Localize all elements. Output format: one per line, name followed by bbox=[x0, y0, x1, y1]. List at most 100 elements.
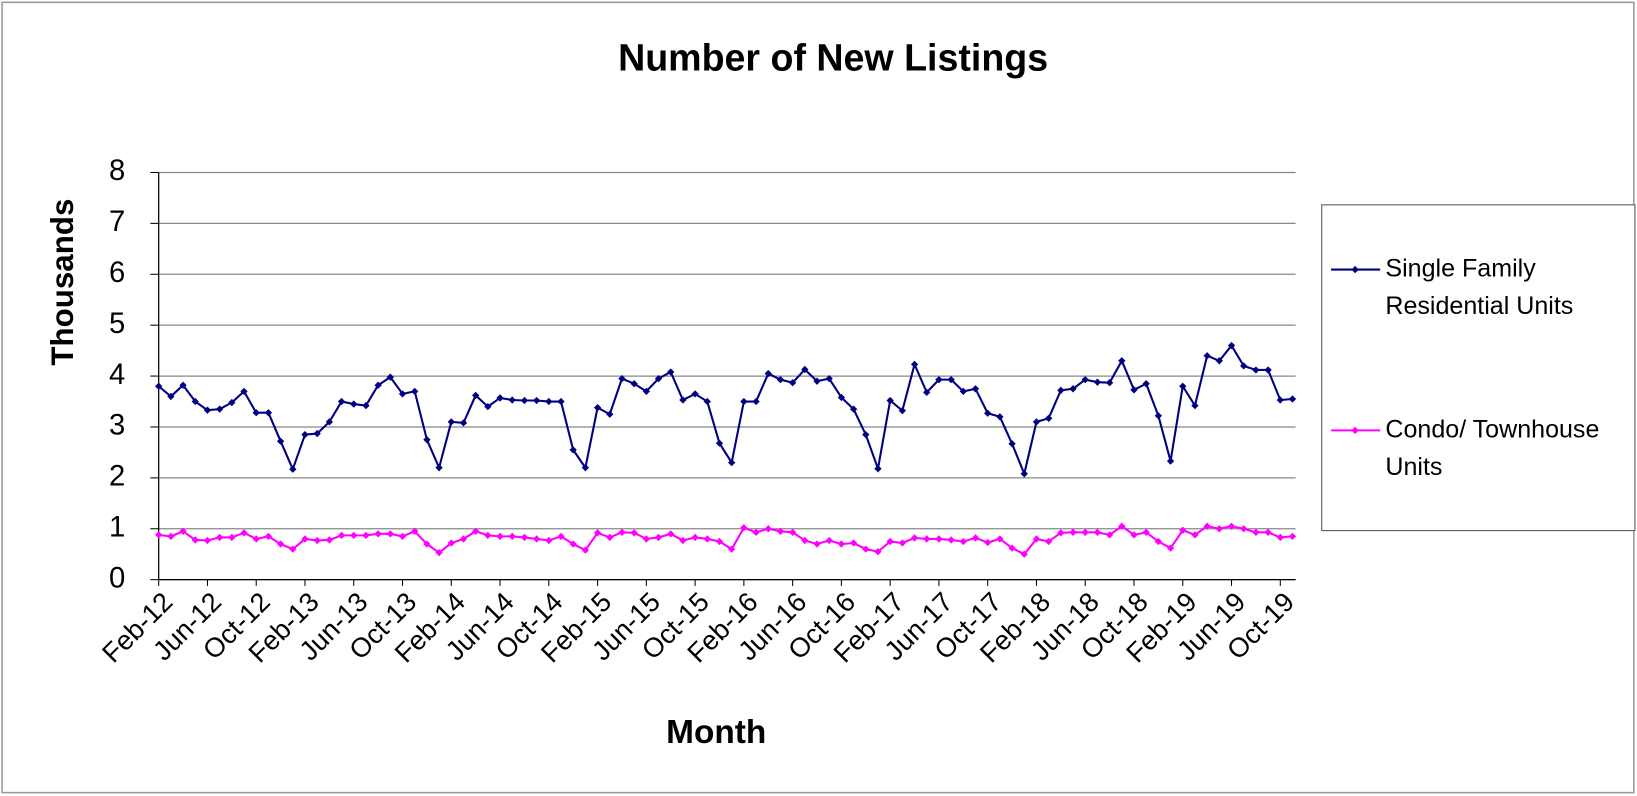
point-marker bbox=[191, 536, 199, 544]
point-marker bbox=[947, 375, 955, 384]
point-marker bbox=[569, 540, 577, 548]
point-marker bbox=[606, 410, 614, 418]
point-marker bbox=[179, 527, 187, 535]
point-marker bbox=[1093, 528, 1102, 536]
point-marker bbox=[1118, 522, 1126, 530]
point-marker bbox=[813, 540, 821, 548]
legend-label: Condo/ Townhouse Units bbox=[1385, 415, 1606, 481]
point-marker bbox=[532, 535, 541, 543]
point-marker bbox=[703, 397, 711, 406]
point-marker bbox=[923, 535, 931, 543]
point-marker bbox=[1252, 528, 1260, 536]
point-marker bbox=[776, 375, 785, 384]
point-marker bbox=[1203, 522, 1211, 530]
y-tick-label: 0 bbox=[109, 562, 125, 594]
point-marker bbox=[423, 540, 431, 548]
point-marker bbox=[642, 387, 650, 395]
point-marker bbox=[398, 532, 407, 541]
point-marker bbox=[959, 387, 967, 395]
point-marker bbox=[715, 537, 724, 546]
y-tick-label: 7 bbox=[109, 206, 125, 238]
point-marker bbox=[837, 540, 846, 548]
y-tick-label: 1 bbox=[109, 511, 125, 543]
point-marker bbox=[740, 524, 748, 532]
point-marker bbox=[1142, 380, 1150, 388]
point-marker bbox=[1264, 366, 1272, 374]
point-marker bbox=[1105, 531, 1114, 539]
point-marker bbox=[240, 529, 248, 537]
point-marker bbox=[654, 533, 663, 542]
point-marker bbox=[1081, 528, 1089, 536]
point-marker bbox=[862, 545, 870, 553]
point-marker bbox=[691, 533, 699, 542]
point-marker bbox=[923, 388, 931, 397]
chart-title: Number of New Listings bbox=[618, 37, 1048, 79]
point-marker bbox=[667, 530, 675, 538]
point-marker bbox=[825, 536, 833, 545]
point-marker bbox=[654, 374, 663, 383]
point-marker bbox=[167, 532, 175, 541]
point-marker bbox=[557, 397, 565, 406]
point-marker bbox=[215, 405, 224, 413]
point-marker bbox=[350, 400, 358, 408]
point-marker bbox=[228, 398, 236, 407]
point-marker bbox=[935, 535, 943, 543]
point-marker bbox=[545, 536, 553, 545]
point-marker bbox=[1032, 535, 1041, 543]
point-marker bbox=[362, 401, 370, 410]
point-marker bbox=[618, 374, 626, 383]
point-marker bbox=[1044, 537, 1053, 546]
point-marker bbox=[1227, 522, 1236, 530]
point-marker bbox=[1191, 531, 1199, 539]
point-marker bbox=[752, 397, 760, 406]
point-marker bbox=[472, 527, 480, 535]
point-marker bbox=[1264, 528, 1272, 536]
point-marker bbox=[886, 537, 894, 546]
point-marker bbox=[508, 396, 516, 404]
point-marker bbox=[496, 394, 504, 402]
point-marker bbox=[1191, 401, 1199, 410]
point-marker bbox=[813, 377, 821, 385]
point-marker bbox=[1179, 526, 1187, 534]
point-marker bbox=[1020, 550, 1028, 558]
y-tick-label: 8 bbox=[109, 155, 125, 187]
point-marker bbox=[679, 536, 687, 545]
point-marker bbox=[728, 545, 736, 553]
point-marker bbox=[996, 535, 1004, 543]
y-tick-label: 4 bbox=[109, 359, 125, 391]
point-marker bbox=[191, 397, 199, 406]
point-marker bbox=[788, 528, 797, 536]
point-marker bbox=[447, 539, 455, 547]
point-marker bbox=[581, 464, 590, 472]
y-axis-title: Thousands bbox=[45, 199, 80, 366]
point-marker bbox=[593, 529, 602, 537]
point-marker bbox=[362, 531, 370, 540]
x-axis-title: Month bbox=[666, 714, 766, 751]
point-marker bbox=[776, 527, 785, 535]
point-marker bbox=[971, 385, 980, 393]
series-line bbox=[158, 343, 1293, 478]
point-marker bbox=[752, 528, 760, 536]
y-tick-label: 5 bbox=[109, 308, 125, 340]
point-marker bbox=[1276, 533, 1284, 542]
point-marker bbox=[167, 392, 175, 401]
point-marker bbox=[1240, 525, 1248, 533]
point-marker bbox=[411, 387, 419, 395]
point-marker bbox=[1020, 470, 1028, 478]
point-marker bbox=[1081, 375, 1089, 384]
point-marker bbox=[679, 396, 687, 404]
point-marker bbox=[1057, 386, 1065, 394]
legend-marker bbox=[1351, 265, 1359, 274]
point-marker bbox=[862, 430, 870, 439]
legend-box bbox=[1321, 204, 1636, 532]
point-marker bbox=[545, 397, 553, 406]
point-marker bbox=[996, 413, 1004, 421]
point-marker bbox=[520, 533, 529, 542]
point-marker bbox=[1154, 537, 1163, 546]
point-marker bbox=[618, 528, 626, 536]
point-marker bbox=[703, 535, 711, 543]
y-tick-label: 2 bbox=[109, 461, 125, 493]
point-marker bbox=[1215, 525, 1223, 533]
